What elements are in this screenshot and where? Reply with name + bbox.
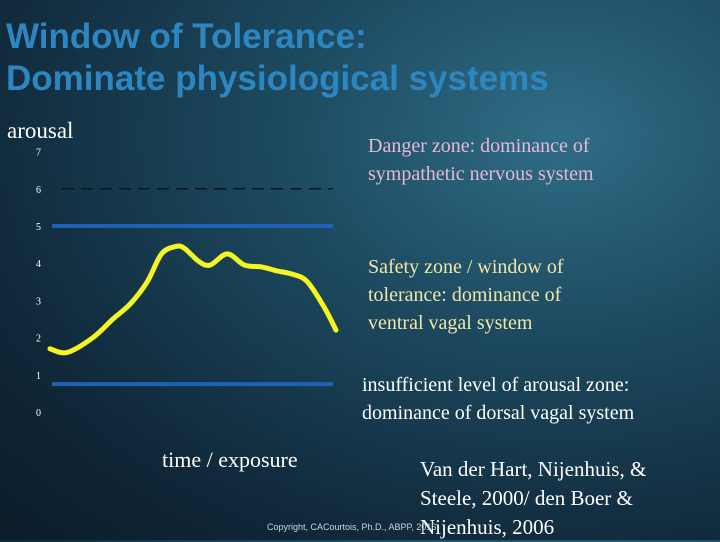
title-line-1: Window of Tolerance: (6, 17, 367, 56)
copyright-notice: Copyright, CACourtois, Ph.D., ABPP, 2016 (267, 522, 437, 532)
citation-line-3: Nijenhuis, 2006 (420, 515, 555, 539)
y-tick-label-0: 0 (36, 408, 41, 419)
danger-zone-line-1: Danger zone: dominance of (368, 135, 590, 157)
danger-zone-line-2: sympathetic nervous system (368, 163, 594, 185)
safety-zone-line-1: Safety zone / window of (368, 256, 564, 278)
zone-boundary-lines (52, 188, 333, 387)
citation-line-1: Van der Hart, Nijenhuis, & (420, 457, 647, 481)
insufficient-zone-label: insufficient level of arousal zone: domi… (362, 371, 634, 427)
safety-zone-label: Safety zone / window of tolerance: domin… (368, 253, 564, 337)
insufficient-zone-line-2: dominance of dorsal vagal system (362, 402, 635, 424)
safety-zone-line-3: ventral vagal system (368, 312, 533, 334)
title-line-2: Dominate physiological systems (6, 59, 549, 98)
y-tick-label-3: 3 (36, 296, 41, 307)
y-tick-label-2: 2 (36, 334, 41, 345)
citation-line-2: Steele, 2000/ den Boer & (420, 486, 633, 510)
citation: Van der Hart, Nijenhuis, & Steele, 2000/… (420, 455, 646, 542)
y-tick-label-4: 4 (36, 259, 41, 270)
y-axis-label: arousal (7, 118, 74, 143)
danger-zone-label: Danger zone: dominance of sympathetic ne… (368, 132, 594, 188)
y-tick-labels: 0 1 2 3 4 5 6 7 (36, 148, 41, 419)
safety-zone-line-2: tolerance: dominance of (368, 284, 562, 306)
y-tick-label-6: 6 (36, 185, 41, 196)
arousal-curve (47, 243, 339, 356)
slide-title: Window of Tolerance: Dominate physiologi… (6, 16, 706, 100)
y-tick-label-1: 1 (36, 371, 41, 382)
insufficient-zone-line-1: insufficient level of arousal zone: (362, 374, 630, 396)
y-tick-label-7: 7 (36, 148, 41, 159)
y-tick-label-5: 5 (36, 222, 41, 233)
x-axis-label: time / exposure (162, 447, 298, 472)
